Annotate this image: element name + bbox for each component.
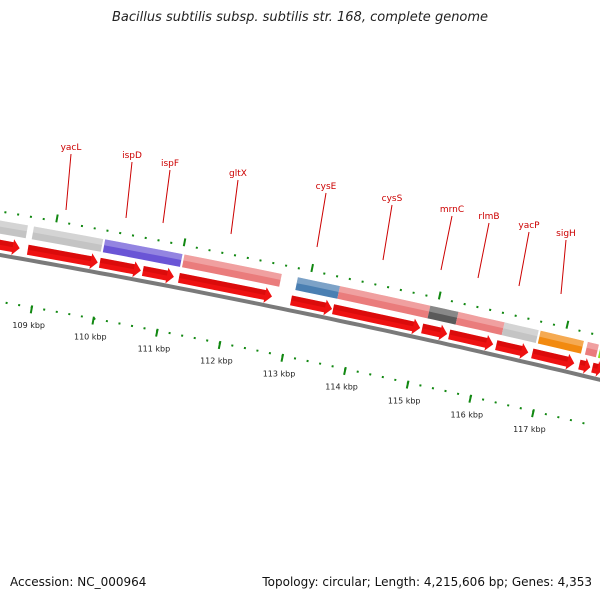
gene-label-text: yacL	[61, 143, 82, 153]
minor-tick	[554, 324, 555, 326]
leader-line	[231, 180, 238, 234]
major-tick	[532, 409, 534, 417]
major-tick	[311, 264, 313, 272]
kbp-label: 116 kbp	[450, 410, 483, 419]
gene-label-text: sigH	[556, 229, 576, 239]
cds-arrow	[591, 361, 600, 377]
gene-label-mrnC: mrnC	[440, 205, 464, 270]
feature-box	[502, 322, 539, 343]
major-tick	[439, 292, 441, 300]
gene-label-text: rlmB	[478, 212, 499, 222]
minor-tick	[521, 407, 522, 409]
leader-line	[163, 170, 170, 223]
minor-tick	[583, 422, 584, 424]
minor-tick	[464, 303, 465, 305]
feature-box	[456, 312, 505, 335]
minor-tick	[401, 289, 402, 291]
minor-tick	[375, 284, 376, 286]
gene-label-text: cysE	[316, 182, 337, 192]
gene-label-text: ispD	[122, 151, 142, 161]
gene-label-sigH: sigH	[556, 229, 576, 294]
minor-tick	[307, 360, 308, 362]
genome-map: 109 kbp 110 kbp 111 kbp 112 kbp 113 kbp 114 k…	[0, 0, 600, 600]
minor-tick	[433, 387, 434, 389]
kbp-label: 112 kbp	[200, 357, 233, 366]
leader-line	[317, 193, 326, 247]
feature-box	[585, 342, 599, 357]
gene-label-text: cysS	[382, 194, 403, 204]
kbp-label: 109 kbp	[12, 321, 45, 330]
kbp-label: 115 kbp	[388, 396, 421, 405]
gene-label-text: ispF	[161, 159, 179, 169]
gene-label-ispF: ispF	[161, 159, 179, 223]
feature-box	[0, 220, 28, 238]
major-tick	[93, 317, 94, 325]
kbp-label: 114 kbp	[325, 383, 358, 392]
leader-line	[66, 154, 71, 210]
cds-arrow-track	[0, 238, 600, 377]
gene-label-yacL: yacL	[61, 143, 82, 210]
gene-label-cysS: cysS	[382, 194, 403, 260]
leader-line	[441, 216, 452, 270]
leader-line	[478, 223, 489, 278]
kbp-label: 111 kbp	[138, 344, 171, 353]
feature-box	[295, 277, 340, 299]
minor-tick	[495, 402, 496, 404]
minor-tick	[579, 330, 580, 332]
gene-label-ispD: ispD	[122, 151, 142, 218]
feature-box	[538, 331, 584, 354]
gene-label-yacP: yacP	[518, 221, 540, 286]
minor-tick	[558, 416, 559, 418]
major-tick	[184, 238, 186, 246]
gene-label-gltX: gltX	[229, 169, 247, 234]
major-tick	[56, 215, 57, 223]
kbp-tick-track	[0, 300, 584, 424]
arrow-body	[578, 358, 590, 374]
gene-label-rlmB: rlmB	[478, 212, 500, 278]
leader-line	[126, 162, 132, 218]
gene-label-cysE: cysE	[316, 182, 337, 247]
kbp-label: 110 kbp	[74, 332, 107, 341]
minor-tick	[515, 315, 516, 317]
topology-text: Topology: circular; Length: 4,215,606 bp…	[262, 575, 592, 589]
minor-tick	[458, 393, 459, 395]
kbp-label: 117 kbp	[513, 425, 546, 434]
backbone-line	[0, 252, 600, 385]
genome-backbone	[0, 252, 600, 385]
minor-tick	[370, 373, 371, 375]
cds-arrow	[0, 238, 20, 255]
minor-tick	[490, 309, 491, 311]
leader-line	[519, 232, 529, 286]
gene-label-text: yacP	[518, 221, 540, 231]
leader-line	[561, 240, 566, 294]
accession-text: Accession: NC_000964	[10, 575, 146, 589]
gene-label-text: mrnC	[440, 205, 464, 215]
cds-arrow	[578, 358, 590, 374]
major-tick	[31, 305, 32, 313]
minor-tick	[541, 321, 542, 323]
major-tick	[469, 395, 471, 403]
gene-label-text: gltX	[229, 169, 247, 179]
minor-tick	[546, 413, 547, 415]
feature-box	[428, 306, 459, 325]
kbp-label: 113 kbp	[263, 370, 296, 379]
leader-line	[383, 205, 392, 260]
major-tick	[567, 321, 569, 329]
